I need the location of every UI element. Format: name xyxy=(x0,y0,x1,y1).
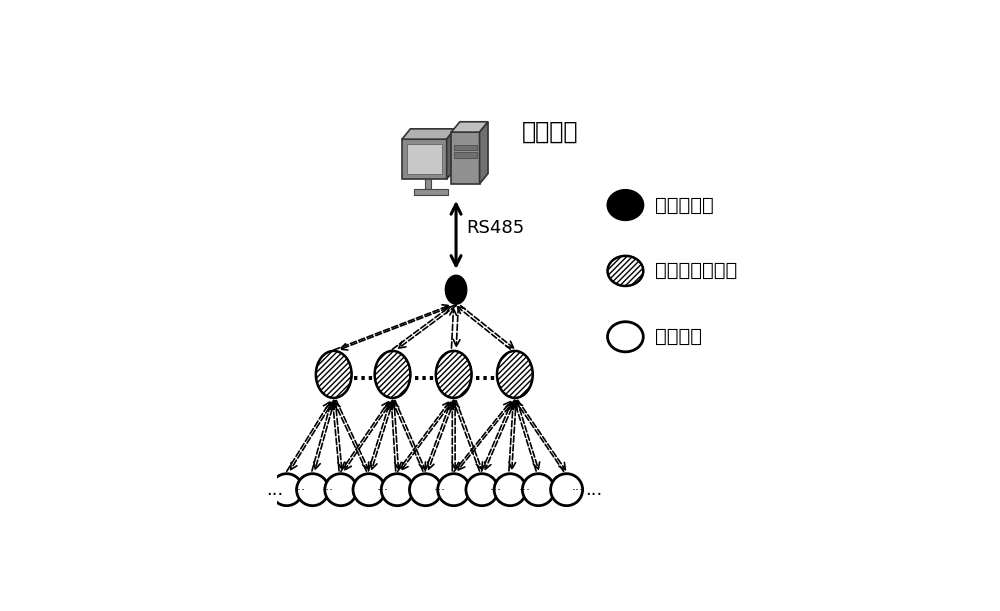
Ellipse shape xyxy=(438,474,470,506)
Text: ···: ··· xyxy=(571,484,583,497)
Ellipse shape xyxy=(608,322,643,352)
Ellipse shape xyxy=(497,351,533,398)
Polygon shape xyxy=(447,129,455,179)
Polygon shape xyxy=(480,122,488,184)
Text: RS485: RS485 xyxy=(466,219,525,237)
Text: 监控主机: 监控主机 xyxy=(522,120,578,144)
Ellipse shape xyxy=(325,474,357,506)
Polygon shape xyxy=(402,129,455,139)
Ellipse shape xyxy=(316,351,352,398)
Polygon shape xyxy=(407,144,442,175)
Ellipse shape xyxy=(466,474,498,506)
Text: ...: ... xyxy=(413,365,435,384)
Text: ···: ··· xyxy=(322,484,334,497)
Text: ···: ··· xyxy=(294,484,306,497)
Ellipse shape xyxy=(522,474,554,506)
Ellipse shape xyxy=(381,474,413,506)
Ellipse shape xyxy=(375,351,410,398)
Ellipse shape xyxy=(608,190,643,220)
Ellipse shape xyxy=(446,276,466,304)
Polygon shape xyxy=(402,139,447,179)
Text: ...: ... xyxy=(585,481,602,499)
Text: 终端节点: 终端节点 xyxy=(655,327,702,346)
Ellipse shape xyxy=(271,474,303,506)
Text: ···: ··· xyxy=(518,484,530,497)
Polygon shape xyxy=(414,189,448,195)
Text: 增强型路由节点: 增强型路由节点 xyxy=(655,262,737,280)
Ellipse shape xyxy=(297,474,329,506)
Ellipse shape xyxy=(608,256,643,286)
Polygon shape xyxy=(451,132,480,184)
Ellipse shape xyxy=(436,351,472,398)
Text: 协调器节点: 协调器节点 xyxy=(655,196,714,214)
Text: ...: ... xyxy=(266,481,284,499)
Text: ...: ... xyxy=(352,365,374,384)
Ellipse shape xyxy=(353,474,385,506)
Polygon shape xyxy=(454,152,477,158)
Text: ···: ··· xyxy=(377,484,389,497)
Ellipse shape xyxy=(551,474,583,506)
Text: ...: ... xyxy=(474,365,496,384)
Text: ···: ··· xyxy=(434,484,446,497)
Polygon shape xyxy=(451,122,488,132)
Ellipse shape xyxy=(409,474,441,506)
Polygon shape xyxy=(454,145,477,150)
Ellipse shape xyxy=(494,474,526,506)
Polygon shape xyxy=(425,179,431,189)
Text: ···: ··· xyxy=(490,484,502,497)
